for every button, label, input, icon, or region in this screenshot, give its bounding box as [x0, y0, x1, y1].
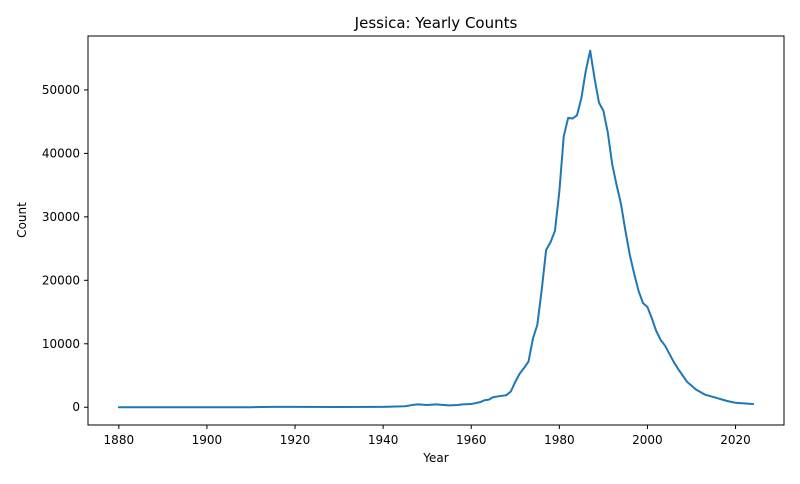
y-tick-label: 30000 — [42, 210, 80, 224]
x-tick-label: 1940 — [368, 433, 399, 447]
x-tick-label: 1880 — [104, 433, 135, 447]
series-line — [117, 49, 755, 409]
x-tick-label: 1900 — [192, 433, 223, 447]
x-axis-label: Year — [422, 451, 448, 465]
y-tick-label: 10000 — [42, 337, 80, 351]
plot-frame — [87, 35, 785, 426]
x-tick-label: 2020 — [720, 433, 751, 447]
y-tick-label: 40000 — [42, 146, 80, 160]
series-layer — [117, 49, 755, 409]
x-tick-label: 1960 — [456, 433, 487, 447]
y-tick-label: 50000 — [42, 83, 80, 97]
x-tick-label: 1980 — [544, 433, 575, 447]
y-tick-label: 0 — [72, 400, 80, 414]
y-tick-label: 20000 — [42, 273, 80, 287]
y-axis-label: Count — [15, 202, 29, 238]
tick-layer: 1880 1900 1920 1940 1960 1980 2000 2020 0 10000 20… — [42, 83, 751, 447]
x-tick-label: 1920 — [280, 433, 311, 447]
x-tick-label: 2000 — [632, 433, 663, 447]
chart-title: Jessica: Yearly Counts — [354, 14, 518, 32]
